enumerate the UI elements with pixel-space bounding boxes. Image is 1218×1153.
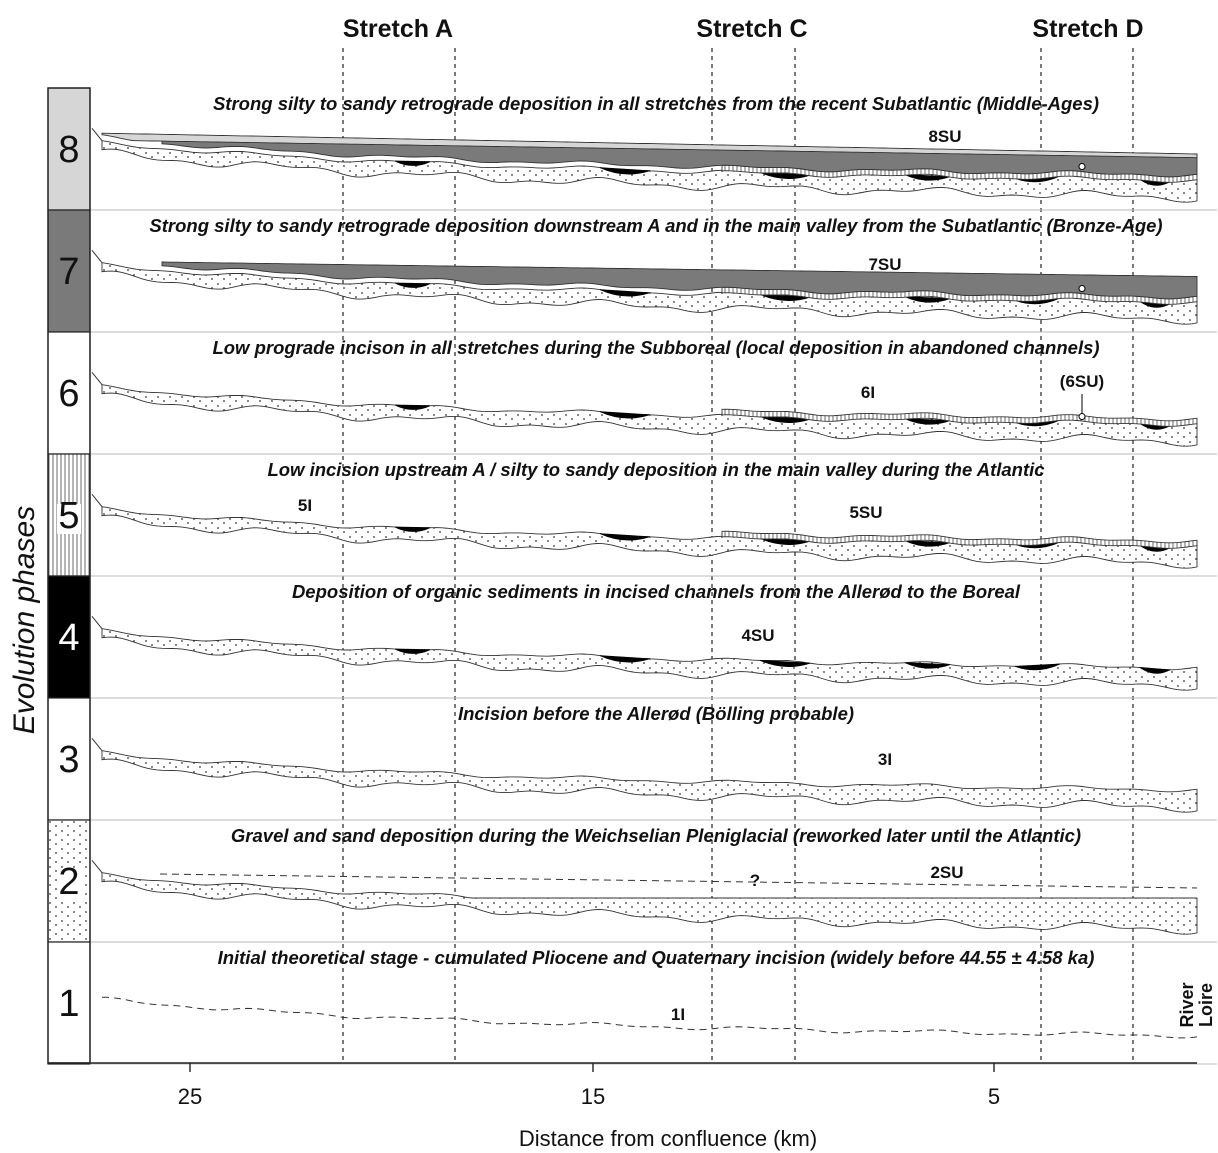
phase-panel-5: 5 Low incision upstream A / silty to sand… — [47, 453, 1217, 577]
y-axis-label: Evolution phases — [8, 506, 41, 735]
silty-deposit-5su — [721, 530, 1198, 549]
phase-panel-6: 6 Low prograde incison in all stretches d… — [47, 331, 1217, 455]
phase-panel-4: 4 Deposition of organic sediments in inci… — [47, 575, 1217, 699]
phase-number-3: 3 — [58, 739, 79, 781]
phase-swatch-8 — [47, 87, 91, 211]
x-tick-label-15: 15 — [581, 1084, 605, 1109]
phase-number-4: 4 — [58, 617, 79, 659]
unit-label-4-0: 4SU — [741, 626, 774, 645]
phase-title-5: Low incision upstream A / silty to sandy… — [267, 459, 1045, 480]
phase-panel-8: 8 Strong silty to sandy retrograde deposi… — [47, 87, 1217, 211]
phase-title-4: Deposition of organic sediments in incis… — [292, 581, 1021, 602]
phase-swatch-6 — [47, 331, 91, 455]
sample-marker — [1078, 163, 1086, 171]
valley-slope — [91, 249, 103, 264]
gravel-sand-body — [101, 384, 1198, 447]
river-label-line1: River — [1177, 982, 1197, 1027]
phase-number-bg-2 — [57, 870, 81, 900]
phase-number-2: 2 — [58, 861, 79, 903]
phase-number-8: 8 — [58, 129, 79, 171]
phase-title-1: Initial theoretical stage - cumulated Pl… — [218, 947, 1095, 968]
phase-panel-3: 3 Incision before the Allerød (Bölling pr… — [47, 697, 1217, 821]
stretch-c-label: Stretch C — [696, 15, 807, 43]
unit-label-8-0: 8SU — [928, 127, 961, 146]
gravel-sand-body — [101, 750, 1198, 813]
phase-number-7: 7 — [58, 251, 79, 293]
unit-label-6-1: (6SU) — [1060, 372, 1104, 391]
gravel-sand-body — [101, 140, 1198, 203]
gravel-sand-body — [101, 506, 1198, 569]
organic-lens-0 — [394, 160, 431, 166]
organic-lens-4 — [599, 655, 651, 663]
x-tick-label-5: 5 — [988, 1084, 1000, 1109]
organic-lens-5 — [904, 662, 951, 669]
unit-label-5-0: 5I — [298, 496, 312, 515]
x-axis-label: Distance from confluence (km) — [519, 1126, 817, 1151]
phase-panel-7: 7 Strong silty to sandy retrograde deposi… — [47, 209, 1217, 333]
phase-title-7: Strong silty to sandy retrograde deposit… — [149, 215, 1162, 236]
phase-swatch-4 — [47, 575, 91, 699]
valley-slope — [91, 493, 103, 508]
light-grey-deposit-8su — [101, 132, 1198, 159]
unit-label-7-0: 7SU — [868, 255, 901, 274]
phase-title-3: Incision before the Allerød (Bölling pro… — [458, 703, 854, 724]
organic-lens-1 — [759, 660, 811, 667]
valley-slope — [91, 737, 103, 752]
unit-label-3-0: 3I — [878, 750, 892, 769]
phase-title-2: Gravel and sand deposition during the We… — [231, 825, 1081, 846]
gravel-sand-body — [101, 872, 1198, 935]
phase-panels: 8 Strong silty to sandy retrograde deposi… — [47, 87, 1217, 1065]
unit-label-6-0: 6I — [861, 383, 875, 402]
phase-number-6: 6 — [58, 373, 79, 415]
organic-lens-4 — [599, 533, 651, 541]
valley-slope — [91, 615, 103, 630]
phase-panel-2: 2 Gravel and sand deposition during the W… — [47, 819, 1217, 943]
unit-label-2-1: 2SU — [930, 863, 963, 882]
initial-incision-profile — [101, 996, 1198, 1039]
phase-panel-1: 1 Initial theoretical stage - cumulated P… — [47, 941, 1217, 1065]
organic-lens-0 — [394, 648, 431, 654]
phase-swatch-7 — [47, 209, 91, 333]
organic-lens-2 — [1014, 663, 1061, 671]
phase-number-bg-5 — [57, 504, 81, 534]
stretch-d-label: Stretch D — [1032, 15, 1143, 43]
unit-label-2-0: ? — [750, 871, 760, 890]
phase-number-5: 5 — [58, 495, 79, 537]
sample-marker — [1078, 413, 1086, 421]
organic-lens-4 — [599, 289, 651, 297]
organic-lens-3 — [1138, 666, 1172, 674]
gravel-sand-body — [101, 262, 1198, 325]
valley-slope — [91, 127, 103, 142]
dark-grey-deposit-7su — [161, 261, 1198, 300]
valley-slope — [91, 371, 103, 386]
sample-marker — [1078, 285, 1086, 293]
x-tick-label-25: 25 — [178, 1084, 202, 1109]
organic-lens-4 — [599, 167, 651, 175]
organic-lens-0 — [394, 282, 431, 288]
stretch-a-label: Stretch A — [343, 15, 453, 43]
river-label-line2: Loire — [1196, 983, 1216, 1027]
organic-lens-4 — [599, 411, 651, 419]
phase-number-1: 1 — [58, 983, 79, 1025]
phase-title-8: Strong silty to sandy retrograde deposit… — [213, 93, 1099, 114]
organic-lens-0 — [394, 526, 431, 532]
unit-label-1-0: 1I — [671, 1005, 685, 1024]
organic-lens-0 — [394, 404, 431, 410]
unit-label-5-1: 5SU — [849, 503, 882, 522]
phase-title-6: Low prograde incison in all stretches du… — [212, 337, 1099, 358]
reworked-surface — [159, 873, 1198, 889]
silty-deposit-5su — [721, 408, 1198, 427]
valley-slope — [91, 859, 103, 874]
gravel-sand-body — [101, 628, 1198, 691]
